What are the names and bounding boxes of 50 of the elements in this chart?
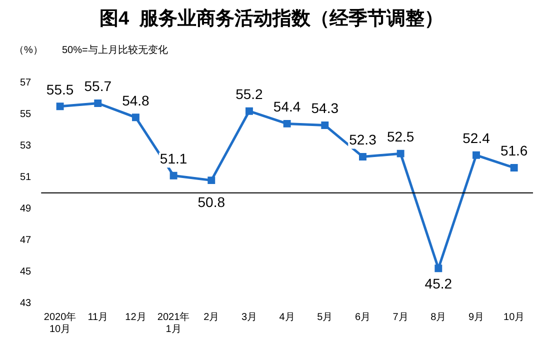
y-axis-title: （%） — [14, 44, 43, 56]
data-label: 54.8 — [122, 92, 150, 108]
x-tick-label: 9月 — [468, 312, 484, 323]
x-tick-label: 6月 — [354, 312, 371, 323]
point — [283, 120, 291, 128]
y-tick-label: 43 — [20, 298, 32, 309]
x-tick-label: 5月 — [317, 312, 333, 323]
point — [510, 164, 518, 172]
y-tick-label: 53 — [20, 140, 32, 152]
x-tick-label: 2021年 1月 — [157, 310, 190, 335]
x-tick-label: 11月 — [88, 312, 108, 323]
x-tick-label: 7月 — [392, 312, 408, 323]
text: 50%=与上月比较无变化 — [62, 44, 168, 56]
point — [472, 151, 480, 159]
x-tick-label: 2020年 10月 — [44, 310, 76, 335]
point — [434, 264, 442, 272]
data-label: 55.2 — [236, 86, 264, 102]
data-label: 52.5 — [386, 128, 414, 144]
y-tick-label: 49 — [20, 203, 32, 214]
y-tick-label: 57 — [20, 78, 32, 89]
y-tick-label: 55 — [20, 109, 32, 120]
y-tick-label: 51 — [20, 172, 32, 183]
point — [359, 153, 366, 160]
data-label: 55.5 — [46, 81, 74, 98]
x-tick-label: 2月 — [204, 312, 220, 323]
x-tick-label: 12月 — [125, 312, 146, 323]
data-label: 51.1 — [160, 150, 188, 166]
y-tick-label: 45 — [20, 266, 32, 278]
x-tick-label: 3月 — [241, 312, 258, 323]
point — [321, 122, 329, 129]
point — [246, 107, 253, 115]
y-tick-label: 47 — [20, 234, 32, 246]
x-tick-label: 4月 — [279, 312, 295, 323]
data-label: 52.4 — [462, 130, 490, 146]
data-label: 55.7 — [84, 78, 112, 94]
chart-title: 图4 服务业商务活动指数（经季节调整） — [99, 8, 444, 30]
point — [132, 114, 140, 122]
data-label: 52.3 — [349, 132, 377, 148]
point — [170, 172, 178, 180]
point — [208, 176, 216, 184]
point — [396, 150, 404, 158]
data-label: 54.3 — [311, 100, 339, 116]
point — [94, 100, 102, 107]
point — [56, 102, 64, 110]
data-label: 51.6 — [500, 142, 528, 159]
data-label: 54.4 — [273, 98, 301, 115]
data-label: 50.8 — [198, 194, 226, 210]
x-tick-label: 10月 — [504, 312, 525, 323]
x-tick-label: 8月 — [430, 312, 446, 323]
data-label: 45.2 — [424, 275, 452, 292]
